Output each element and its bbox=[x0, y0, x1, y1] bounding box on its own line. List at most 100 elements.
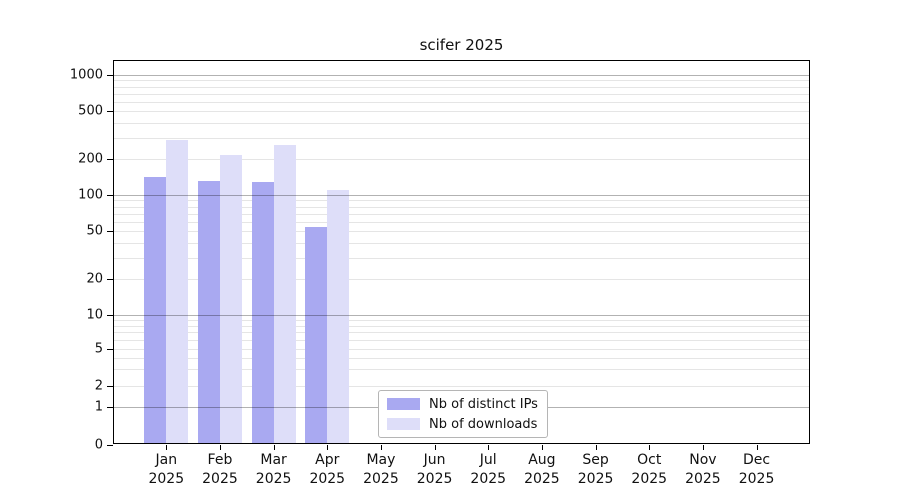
x-tick-label: Apr 2025 bbox=[295, 451, 359, 489]
y-tick-label: 50 bbox=[86, 223, 103, 239]
x-tick-month: Jul bbox=[479, 452, 497, 468]
x-tick-month: Apr bbox=[315, 452, 340, 468]
y-tick bbox=[107, 278, 113, 280]
y-tick-label: 2 bbox=[94, 378, 103, 394]
x-tick-year: 2025 bbox=[524, 471, 560, 487]
x-tick-year: 2025 bbox=[255, 471, 292, 487]
y-tick bbox=[107, 407, 113, 408]
gridline-minor bbox=[114, 325, 809, 327]
y-tick-label: 10 bbox=[86, 307, 103, 323]
gridline-major bbox=[114, 75, 809, 76]
x-tick-month: Oct bbox=[637, 452, 662, 468]
y-tick bbox=[107, 231, 113, 233]
y-tick bbox=[107, 386, 113, 387]
x-tick bbox=[541, 444, 543, 450]
gridline-major bbox=[114, 195, 809, 196]
gridline-minor bbox=[114, 111, 809, 113]
y-tick-label: 0 bbox=[94, 437, 103, 452]
x-tick-month: Jun bbox=[423, 452, 446, 468]
y-tick bbox=[107, 348, 113, 350]
chart-title: scifer 2025 bbox=[419, 36, 504, 54]
y-tick-label: 1000 bbox=[69, 67, 103, 83]
legend-item: Nb of downloads bbox=[387, 417, 539, 432]
x-tick-label: Nov 2025 bbox=[671, 451, 735, 489]
x-tick-year: 2025 bbox=[577, 471, 614, 487]
gridline-minor bbox=[114, 339, 809, 341]
gridline-minor bbox=[114, 206, 809, 208]
x-tick-year: 2025 bbox=[631, 471, 668, 487]
x-tick bbox=[488, 444, 490, 450]
y-tick bbox=[107, 444, 113, 446]
gridline-minor bbox=[114, 213, 809, 215]
y-tick-label: 500 bbox=[78, 103, 103, 119]
gridline-minor bbox=[114, 320, 809, 322]
x-tick-label: Mar 2025 bbox=[242, 451, 306, 489]
x-tick-label: May 2025 bbox=[349, 451, 413, 489]
x-tick-month: Aug bbox=[528, 452, 556, 468]
y-tick bbox=[107, 195, 113, 196]
gridline-minor bbox=[114, 101, 809, 103]
x-tick bbox=[702, 444, 704, 450]
gridline-minor bbox=[114, 86, 809, 88]
x-tick-label: Sep 2025 bbox=[564, 451, 628, 489]
bar-downloads-feb bbox=[219, 155, 242, 445]
x-tick-label: Oct 2025 bbox=[617, 451, 681, 489]
gridline-minor bbox=[114, 386, 809, 387]
x-tick-month: Dec bbox=[743, 452, 771, 468]
x-tick-month: Sep bbox=[582, 452, 609, 468]
x-tick-label: Jun 2025 bbox=[403, 451, 467, 489]
gridline-minor bbox=[114, 137, 809, 139]
bar-downloads-mar bbox=[273, 144, 296, 445]
gridline-minor bbox=[114, 221, 809, 223]
legend-swatch-downloads bbox=[387, 418, 420, 430]
y-tick-label: 200 bbox=[78, 151, 103, 167]
bar-distinct-ips-mar bbox=[251, 182, 274, 445]
gridline-minor bbox=[114, 348, 809, 350]
gridline-minor bbox=[114, 242, 809, 244]
legend-swatch-distinct-ips bbox=[387, 398, 420, 410]
x-tick-month: Mar bbox=[260, 452, 287, 468]
gridline-minor bbox=[114, 278, 809, 280]
gridline-minor bbox=[114, 93, 809, 95]
gridline-minor bbox=[114, 80, 809, 82]
x-tick-label: Aug 2025 bbox=[510, 451, 574, 489]
y-tick-label: 20 bbox=[86, 271, 103, 287]
gridline-minor bbox=[114, 122, 809, 124]
x-tick-month: May bbox=[366, 452, 396, 468]
gridline-minor bbox=[114, 332, 809, 334]
x-tick-year: 2025 bbox=[148, 471, 185, 487]
x-tick-year: 2025 bbox=[309, 471, 346, 487]
x-tick-year: 2025 bbox=[685, 471, 721, 487]
x-tick-month: Nov bbox=[689, 452, 717, 468]
x-tick bbox=[273, 444, 275, 450]
x-tick bbox=[327, 444, 329, 450]
x-tick-year: 2025 bbox=[416, 471, 453, 487]
legend-item: Nb of distinct IPs bbox=[387, 397, 539, 412]
x-tick-label: Jan 2025 bbox=[134, 451, 198, 489]
y-tick-label: 100 bbox=[78, 187, 103, 203]
x-tick-year: 2025 bbox=[363, 471, 399, 487]
x-tick bbox=[380, 444, 382, 450]
y-tick bbox=[107, 315, 113, 316]
y-tick-label: 5 bbox=[94, 341, 103, 356]
y-tick bbox=[107, 158, 113, 160]
gridline-minor bbox=[114, 200, 809, 202]
gridline-minor bbox=[114, 231, 809, 233]
y-tick bbox=[107, 111, 113, 113]
x-tick-label: Feb 2025 bbox=[188, 451, 252, 489]
gridline-minor bbox=[114, 257, 809, 259]
x-tick-label: Dec 2025 bbox=[725, 451, 789, 489]
gridline-major bbox=[114, 315, 809, 316]
y-tick bbox=[107, 75, 113, 76]
gridline-minor bbox=[114, 357, 809, 359]
x-tick-month: Jan bbox=[155, 452, 178, 468]
bar-distinct-ips-jan bbox=[144, 176, 167, 445]
x-tick-month: Feb bbox=[207, 452, 233, 468]
y-tick-label: 1 bbox=[94, 399, 103, 415]
x-tick-year: 2025 bbox=[738, 471, 775, 487]
legend: Nb of distinct IPs Nb of downloads bbox=[378, 390, 548, 438]
bar-distinct-ips-apr bbox=[305, 227, 328, 445]
x-tick-label: Jul 2025 bbox=[456, 451, 520, 489]
bar-downloads-jan bbox=[166, 140, 189, 445]
